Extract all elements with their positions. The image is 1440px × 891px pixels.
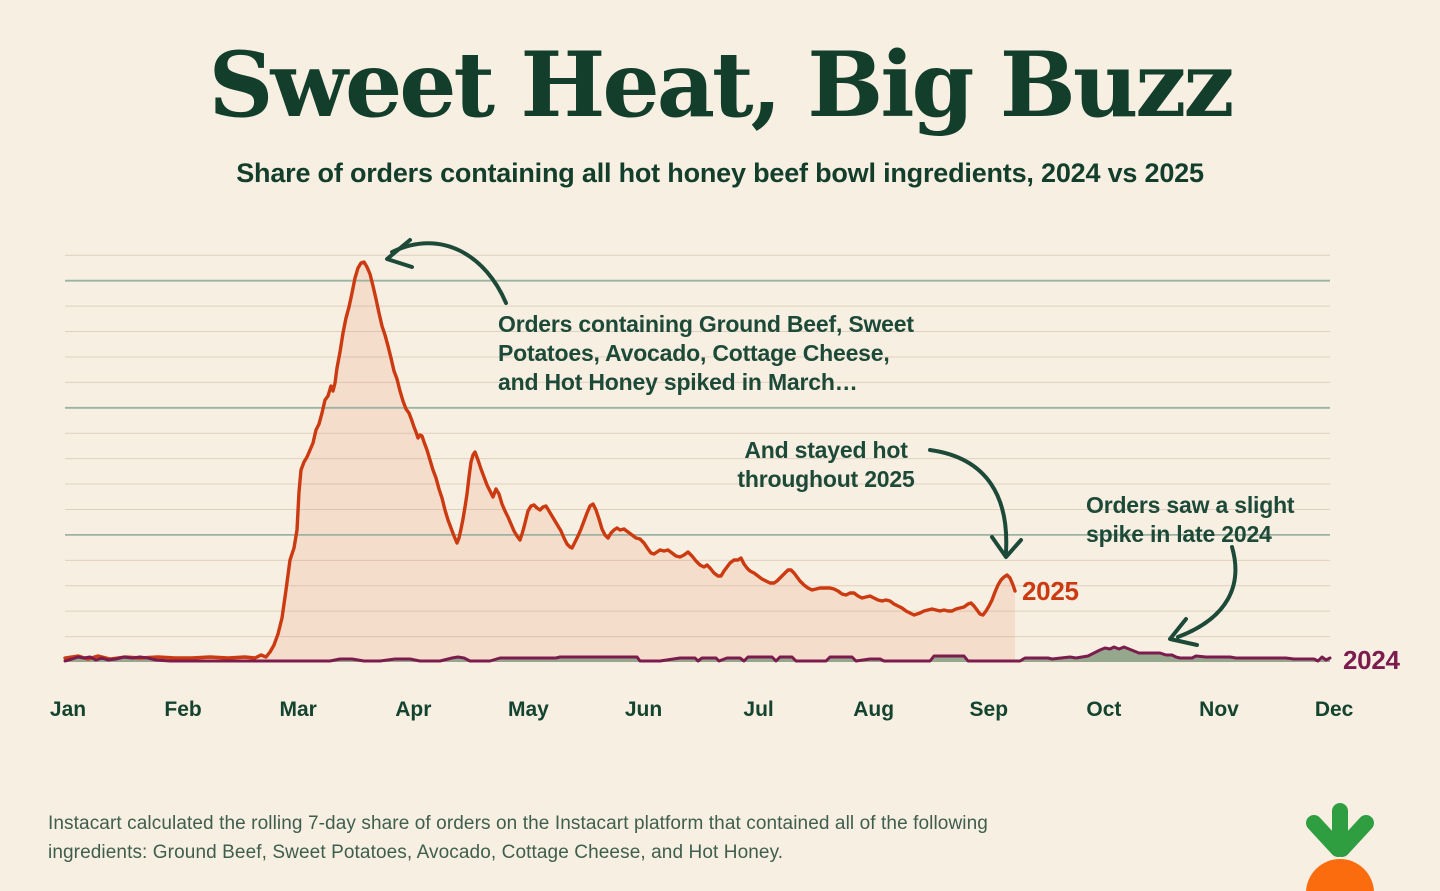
- month-label-mar: Mar: [279, 698, 317, 721]
- page-title: Sweet Heat, Big Buzz: [208, 32, 1235, 138]
- x-axis-month-labels: Jan Feb Mar Apr May Jun Jul Aug Sep Oct Nov Dec: [0, 698, 1440, 726]
- chart-area-fills: [65, 262, 1330, 662]
- month-label-jun: Jun: [624, 698, 663, 721]
- annotation-march-spike: Orders containing Ground Beef, Sweet Pot…: [498, 311, 914, 396]
- series-area-2024: [65, 647, 1330, 662]
- carrot-leaf-arrow: [1306, 803, 1374, 857]
- series-line-2025: [63, 260, 1017, 661]
- month-label-jul: Jul: [743, 698, 774, 721]
- series-area-2025: [65, 262, 1015, 662]
- carrot-body: [1306, 859, 1374, 891]
- annotation-late-2024-spike: Orders saw a slight spike in late 2024: [1086, 492, 1295, 548]
- chart-series-lines: [63, 260, 1332, 663]
- month-label-nov: Nov: [1199, 698, 1239, 721]
- month-label-may: May: [507, 698, 549, 721]
- annotation-arrows: [385, 238, 1238, 647]
- annotation-arrow-1: [390, 241, 508, 305]
- series-label-2024: 2024: [1343, 645, 1400, 675]
- series-label-2025: 2025: [1022, 576, 1079, 606]
- month-label-feb: Feb: [164, 698, 202, 721]
- annotation-arrow-3: [1176, 545, 1238, 639]
- methodology-footnote: Instacart calculated the rolling 7-day s…: [48, 813, 988, 863]
- page-subtitle: Share of orders containing all hot honey…: [236, 158, 1204, 188]
- month-label-jan: Jan: [49, 698, 87, 721]
- annotation-stayed-hot: And stayed hot throughout 2025: [737, 437, 915, 493]
- month-label-oct: Oct: [1086, 698, 1122, 721]
- annotation-arrowhead-3: [1168, 617, 1199, 647]
- month-label-dec: Dec: [1314, 698, 1354, 721]
- annotation-arrowhead-1: [385, 238, 414, 269]
- annotation-arrowhead-2: [990, 535, 1023, 559]
- month-label-aug: Aug: [853, 698, 895, 721]
- annotation-arrow-2: [928, 448, 1009, 554]
- month-label-apr: Apr: [395, 698, 432, 721]
- series-line-2024: [63, 645, 1332, 663]
- instacart-carrot-logo: [1306, 803, 1374, 891]
- month-label-sep: Sep: [969, 698, 1009, 721]
